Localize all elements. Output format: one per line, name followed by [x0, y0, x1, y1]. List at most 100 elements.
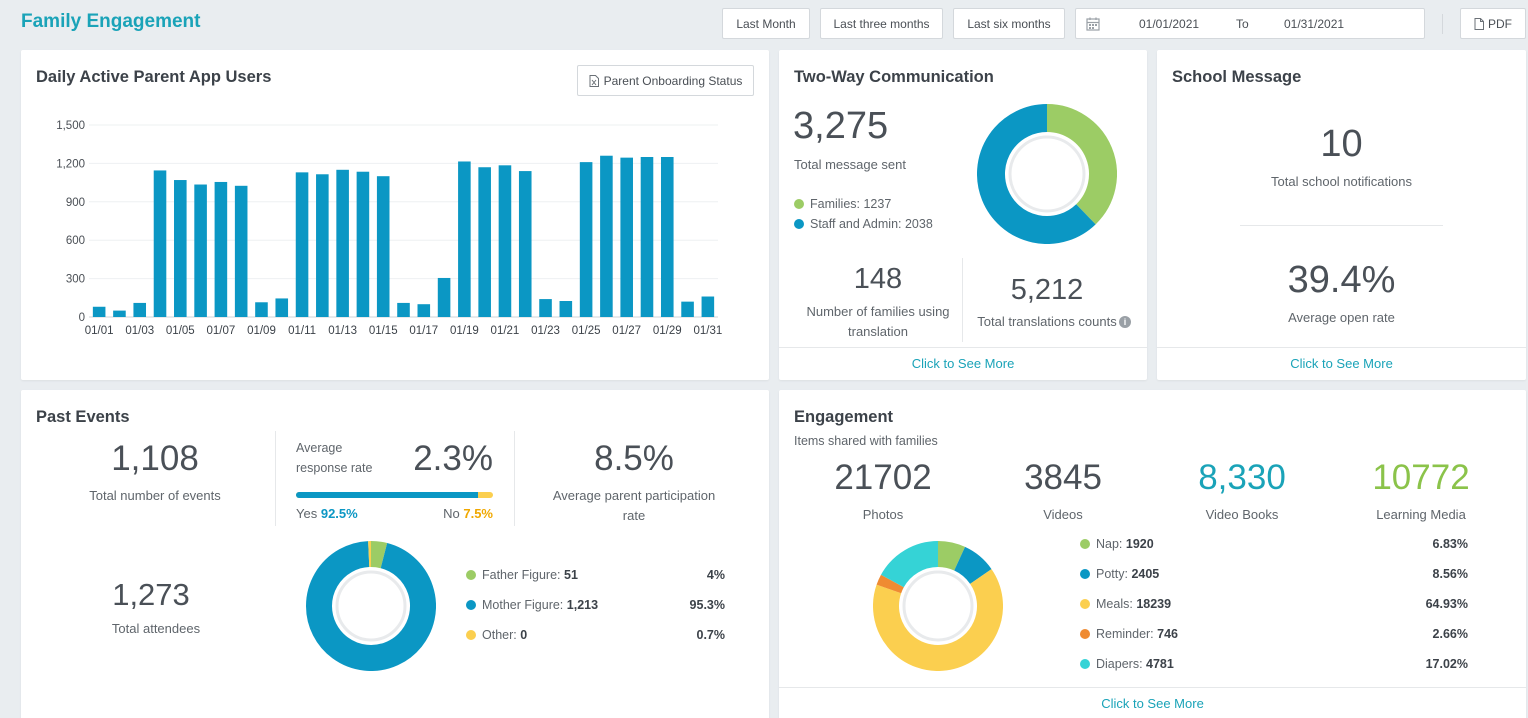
bar[interactable] [660, 157, 674, 317]
yes-value: 92.5% [320, 506, 358, 521]
two-way-donut-chart [977, 104, 1117, 244]
legend-dot [466, 629, 476, 640]
legend-meals-value: 18239 [1136, 597, 1172, 611]
legend-potty-pct: 8.56% [1432, 567, 1468, 581]
legend-dot [1080, 628, 1090, 639]
bar[interactable] [518, 171, 532, 317]
attendees-label: Total attendees [111, 621, 201, 636]
bar[interactable] [539, 299, 552, 317]
school-message-title: School Message [1172, 68, 1302, 86]
x-tick-label: 01/09 [247, 325, 276, 337]
legend-potty: Potty: 2405 [1080, 567, 1159, 581]
bar[interactable] [498, 165, 512, 317]
legend-nap-value: 1920 [1125, 537, 1154, 551]
last-three-months-button[interactable]: Last three months [820, 8, 943, 39]
past-events-card: Past Events 1,108 Total number of events… [21, 390, 769, 718]
x-tick-label: 01/27 [612, 325, 641, 337]
bar[interactable] [214, 181, 228, 317]
donut-slice[interactable] [953, 546, 992, 585]
y-tick-label: 1,500 [56, 120, 85, 132]
bar[interactable] [559, 301, 573, 317]
bar[interactable] [174, 180, 187, 317]
donut-slice[interactable] [306, 541, 436, 671]
y-tick-label: 900 [66, 197, 85, 209]
last-six-months-button[interactable]: Last six months [953, 8, 1065, 39]
two-way-see-more-link[interactable]: Click to See More [911, 356, 1015, 371]
x-tick-label: 01/03 [125, 325, 154, 337]
donut-inner-ring [902, 570, 974, 642]
x-tick-label: 01/11 [288, 325, 316, 337]
engagement-title: Engagement [794, 408, 894, 426]
bar[interactable] [113, 310, 126, 317]
donut-slice[interactable] [873, 569, 1003, 671]
bar[interactable] [92, 306, 106, 317]
legend-families-label: Families: 1237 [810, 197, 892, 211]
engagement-see-more-link[interactable]: Click to See More [1101, 696, 1204, 711]
school-message-divider [1240, 225, 1443, 226]
date-range-picker[interactable]: 01/01/2021 To 01/31/2021 [1075, 8, 1425, 39]
date-to[interactable]: 01/31/2021 [1284, 17, 1345, 31]
last-month-button[interactable]: Last Month [722, 8, 810, 39]
learning-media-label: Learning Media [1376, 507, 1466, 522]
donut-slice[interactable] [1046, 104, 1117, 225]
donut-slice[interactable] [370, 541, 388, 569]
card-footer-divider [779, 347, 1147, 348]
past-events-title: Past Events [36, 408, 130, 426]
parent-onboarding-status-button[interactable]: Parent Onboarding Status [577, 65, 754, 96]
bar[interactable] [701, 296, 715, 317]
bar[interactable] [376, 176, 390, 317]
no-rate: No 7.5% [401, 506, 493, 521]
donut-slice[interactable] [881, 541, 939, 588]
bar[interactable] [600, 155, 613, 317]
x-tick-label: 01/25 [572, 325, 601, 337]
bar[interactable] [234, 185, 248, 317]
bar[interactable] [133, 302, 147, 317]
bar[interactable] [397, 302, 410, 317]
legend-diapers-name: Diapers: [1096, 657, 1143, 671]
x-tick-label: 01/29 [653, 325, 682, 337]
legend-potty-name: Potty: [1096, 567, 1128, 581]
translations-count-value: 5,212 [1010, 274, 1084, 306]
bar[interactable] [255, 302, 268, 317]
bar[interactable] [153, 170, 167, 317]
total-messages-label: Total message sent [794, 157, 907, 172]
video-books-value: 8,330 [1198, 458, 1286, 497]
bar[interactable] [356, 171, 370, 317]
date-from[interactable]: 01/01/2021 [1139, 17, 1200, 31]
onboarding-button-label: Parent Onboarding Status [603, 73, 743, 88]
bar[interactable] [620, 157, 633, 317]
bar[interactable] [437, 277, 451, 317]
bar[interactable] [478, 167, 491, 317]
pdf-label: PDF [1488, 16, 1512, 31]
donut-slice[interactable] [876, 574, 904, 594]
legend-dot [794, 218, 804, 229]
translations-count-label: Total translations counts [977, 314, 1117, 329]
bar[interactable] [458, 161, 471, 317]
bar[interactable] [417, 304, 431, 317]
legend-other-pct: 0.7% [696, 628, 726, 642]
donut-slice[interactable] [977, 104, 1096, 244]
participation-value: 8.5% [594, 439, 674, 478]
bar[interactable] [295, 172, 309, 317]
photos-value: 21702 [834, 458, 932, 497]
bar[interactable] [316, 174, 329, 317]
events-divider-right [514, 431, 515, 526]
donut-slice[interactable] [937, 541, 966, 571]
legend-nap-pct: 6.83% [1432, 537, 1468, 551]
bar[interactable] [194, 184, 207, 317]
yes-rate: Yes 92.5% [296, 506, 358, 521]
engagement-donut-chart [873, 541, 1003, 671]
school-notifications-label: Total school notifications [1271, 174, 1412, 189]
legend-other-name: Other: [482, 628, 517, 642]
attendee-donut-chart [306, 541, 436, 671]
bar[interactable] [681, 301, 694, 317]
bar[interactable] [275, 298, 289, 317]
bar[interactable] [640, 157, 654, 317]
bar[interactable] [336, 169, 349, 317]
bar[interactable] [579, 162, 593, 317]
info-icon[interactable]: i [1119, 316, 1131, 328]
legend-diapers-value: 4781 [1146, 657, 1174, 671]
school-message-see-more-link[interactable]: Click to See More [1290, 356, 1393, 371]
pdf-button[interactable]: PDF [1460, 8, 1526, 39]
x-tick-label: 01/17 [409, 325, 438, 337]
